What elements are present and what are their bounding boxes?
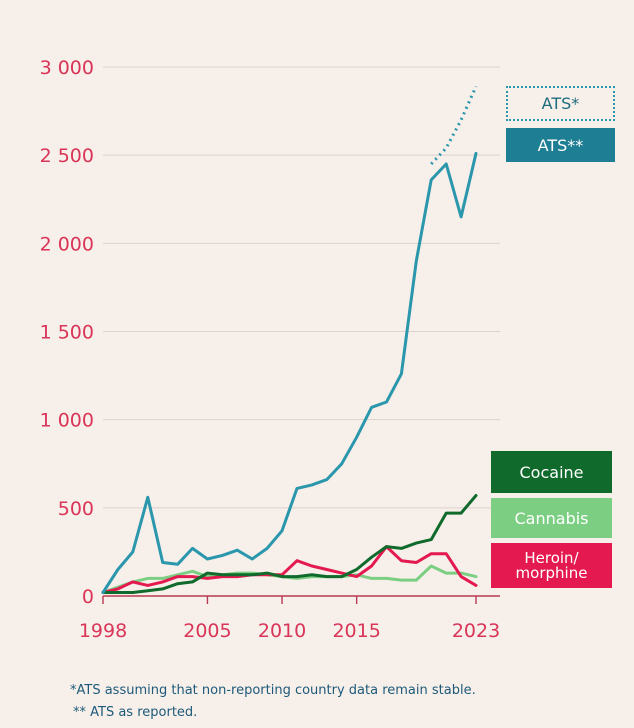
- y-tick-label: 500: [58, 498, 94, 520]
- x-tick-label: 2005: [183, 620, 231, 642]
- y-tick-label: 1 500: [40, 322, 94, 344]
- legend-heroin-line2: morphine: [515, 563, 588, 582]
- y-tick-label: 2 500: [40, 145, 94, 167]
- footnote-ats-reported: ** ATS as reported.: [73, 705, 198, 720]
- x-tick-label: 2010: [258, 620, 306, 642]
- y-tick-label: 0: [82, 586, 94, 608]
- x-tick-label: 2023: [452, 620, 500, 642]
- y-axis-ticks: 0 500 1 000 1 500 2 000 2 500 3 000: [40, 57, 94, 608]
- legend-cannabis: Cannabis: [491, 498, 612, 538]
- y-tick-label: 2 000: [40, 233, 94, 255]
- series-line-ats-assumed: [430, 85, 478, 166]
- x-tick-label: 2015: [332, 620, 380, 642]
- series-line-cocaine: [101, 494, 478, 594]
- series-lines: [101, 85, 478, 594]
- footnote-ats-assumed: *ATS assuming that non-reporting country…: [70, 683, 476, 698]
- legend-ats-assumed: ATS*: [506, 86, 615, 121]
- legend-heroin-morphine: Heroin/ morphine: [491, 543, 612, 588]
- legend-cocaine: Cocaine: [491, 451, 612, 493]
- y-tick-label: 1 000: [40, 410, 94, 432]
- y-tick-label: 3 000: [40, 57, 94, 79]
- legend-heroin-line1: Heroin/: [524, 548, 579, 567]
- x-tick-label: 1998: [79, 620, 127, 642]
- series-line-ats-reported: [101, 151, 478, 594]
- x-axis-ticks: 1998 2005 2010 2015 2023: [79, 596, 500, 642]
- series-line-heroin: [101, 545, 478, 594]
- gridlines: [103, 66, 500, 597]
- legend-ats-reported: ATS**: [506, 128, 615, 162]
